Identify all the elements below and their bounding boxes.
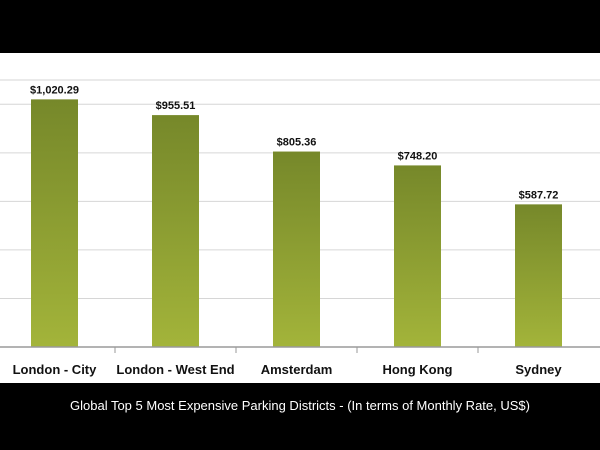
- bar: [273, 151, 320, 347]
- data-label: $1,020.29: [30, 84, 79, 96]
- bar: [394, 165, 441, 347]
- chart-panel: $1,020.29 London - City $955.51 London - We…: [0, 53, 600, 383]
- x-tick-label: Hong Kong: [382, 362, 452, 377]
- bar: [515, 204, 562, 347]
- x-tick-label: Sydney: [515, 362, 562, 377]
- x-tick-label: Amsterdam: [261, 362, 333, 377]
- data-label: $805.36: [277, 137, 317, 149]
- x-tick-label: London - West End: [116, 362, 234, 377]
- x-tick-label: London - City: [13, 362, 98, 377]
- data-label: $587.72: [519, 189, 559, 201]
- bar: [152, 115, 199, 347]
- bar-chart: $1,020.29 London - City $955.51 London - We…: [0, 79, 600, 377]
- bar: [31, 99, 78, 348]
- data-label: $955.51: [156, 100, 196, 112]
- data-label: $748.20: [398, 150, 438, 162]
- chart-title: Global Top 5 Most Expensive Parking Dist…: [70, 398, 530, 413]
